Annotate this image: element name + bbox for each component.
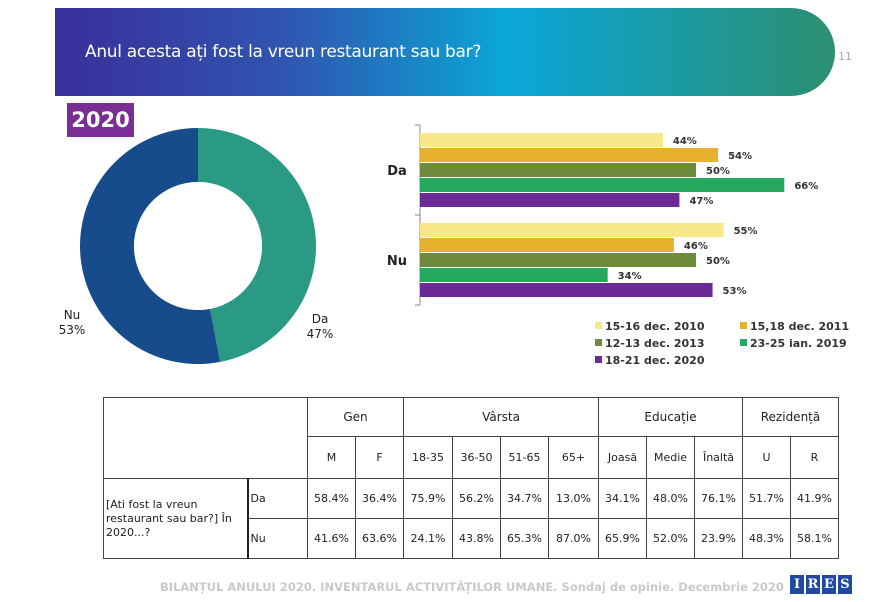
table-cell: 41.9%: [790, 478, 839, 519]
bar-da-0: [420, 133, 663, 147]
bar-nu-2: [420, 253, 696, 267]
column-header: Joasă: [598, 436, 647, 479]
bar-value-label: 66%: [794, 181, 818, 192]
bar-value-label: 55%: [734, 226, 758, 237]
table-cell: 58.1%: [790, 518, 839, 559]
bar-da-1: [420, 148, 719, 162]
table-cell: 43.8%: [452, 518, 501, 559]
bar-nu-1: [420, 238, 674, 252]
legend-entry: 12-13 dec. 2013: [605, 337, 705, 350]
group-header: Vârsta: [403, 397, 599, 437]
donut-slice-da: [198, 128, 316, 362]
table-cell: 34.7%: [500, 478, 549, 519]
slice-value: 53%: [59, 323, 86, 337]
year-badge: 2020: [67, 103, 134, 137]
table-cell: 56.2%: [452, 478, 501, 519]
column-header: 18-35: [403, 436, 453, 479]
bar-nu-3: [420, 268, 608, 282]
legend-swatch: [740, 339, 747, 346]
legend-swatch: [740, 322, 747, 329]
category-label: Da: [387, 164, 407, 179]
table-cell: 52.0%: [646, 518, 695, 559]
bar-value-label: 54%: [728, 151, 752, 162]
table-cell: 24.1%: [403, 518, 453, 559]
table-cell: 23.9%: [694, 518, 743, 559]
table-cell: 87.0%: [548, 518, 599, 559]
table-cell: 36.4%: [355, 478, 404, 519]
group-header: Rezidență: [742, 397, 839, 437]
column-header: Înaltă: [694, 436, 743, 479]
legend-swatch: [595, 322, 602, 329]
table-cell: 51.7%: [742, 478, 791, 519]
column-header: 51-65: [500, 436, 549, 479]
legend-entry: 18-21 dec. 2020: [605, 354, 705, 367]
legend-entry: 23-25 ian. 2019: [750, 337, 847, 350]
column-header: 65+: [548, 436, 599, 479]
slide-title: Anul acesta ați fost la vreun restaurant…: [85, 42, 482, 62]
table-cell: 65.9%: [598, 518, 647, 559]
table-cell: 58.4%: [307, 478, 356, 519]
question-label: [Ati fost la vreun restaurant sau bar?] …: [103, 478, 248, 559]
bar-da-4: [420, 193, 680, 207]
column-header: R: [790, 436, 839, 479]
bar-value-label: 53%: [723, 286, 747, 297]
column-header: U: [742, 436, 791, 479]
legend-swatch: [595, 356, 602, 363]
table-cell: 48.3%: [742, 518, 791, 559]
bar-value-label: 34%: [618, 271, 642, 282]
row-label: Nu: [246, 518, 308, 559]
slice-label: Da: [312, 312, 329, 326]
donut-slice-nu: [79, 128, 221, 364]
row-label: Da: [246, 478, 308, 519]
category-label: Nu: [387, 254, 407, 269]
table-cell: 13.0%: [548, 478, 599, 519]
table-cell: 76.1%: [694, 478, 743, 519]
table-cell: 48.0%: [646, 478, 695, 519]
slice-label: Nu: [64, 308, 81, 322]
bar-value-label: 50%: [706, 166, 730, 177]
table-cell: 75.9%: [403, 478, 453, 519]
bar-value-label: 44%: [673, 136, 697, 147]
column-header: 36-50: [452, 436, 501, 479]
bar-value-label: 46%: [684, 241, 708, 252]
group-header: Educație: [598, 397, 743, 437]
bar-nu-4: [420, 283, 713, 297]
group-header: Gen: [307, 397, 404, 437]
slice-value: 47%: [307, 327, 334, 341]
column-header: M: [307, 436, 356, 479]
table-cell: 34.1%: [598, 478, 647, 519]
table-cell: 63.6%: [355, 518, 404, 559]
footer-text: BILANȚUL ANULUI 2020. INVENTARUL ACTIVIT…: [160, 580, 784, 594]
title-banner: Anul acesta ați fost la vreun restaurant…: [55, 8, 835, 96]
table-corner: [103, 397, 308, 479]
bar-da-3: [420, 178, 785, 192]
bar-nu-0: [420, 223, 724, 237]
bar-value-label: 50%: [706, 256, 730, 267]
page-number: 11: [838, 50, 852, 63]
bar-da-2: [420, 163, 696, 177]
legend-swatch: [595, 339, 602, 346]
crosstab-table: Gen Vârsta Educație Rezidență M F 18-35 36-…: [103, 397, 839, 559]
column-header: Medie: [646, 436, 695, 479]
column-header: F: [355, 436, 404, 479]
table-cell: 41.6%: [307, 518, 356, 559]
legend-entry: 15,18 dec. 2011: [750, 320, 849, 333]
donut-hole: [134, 182, 262, 310]
table-cell: 65.3%: [500, 518, 549, 559]
bar-value-label: 47%: [689, 196, 713, 207]
legend-entry: 15-16 dec. 2010: [605, 320, 705, 333]
